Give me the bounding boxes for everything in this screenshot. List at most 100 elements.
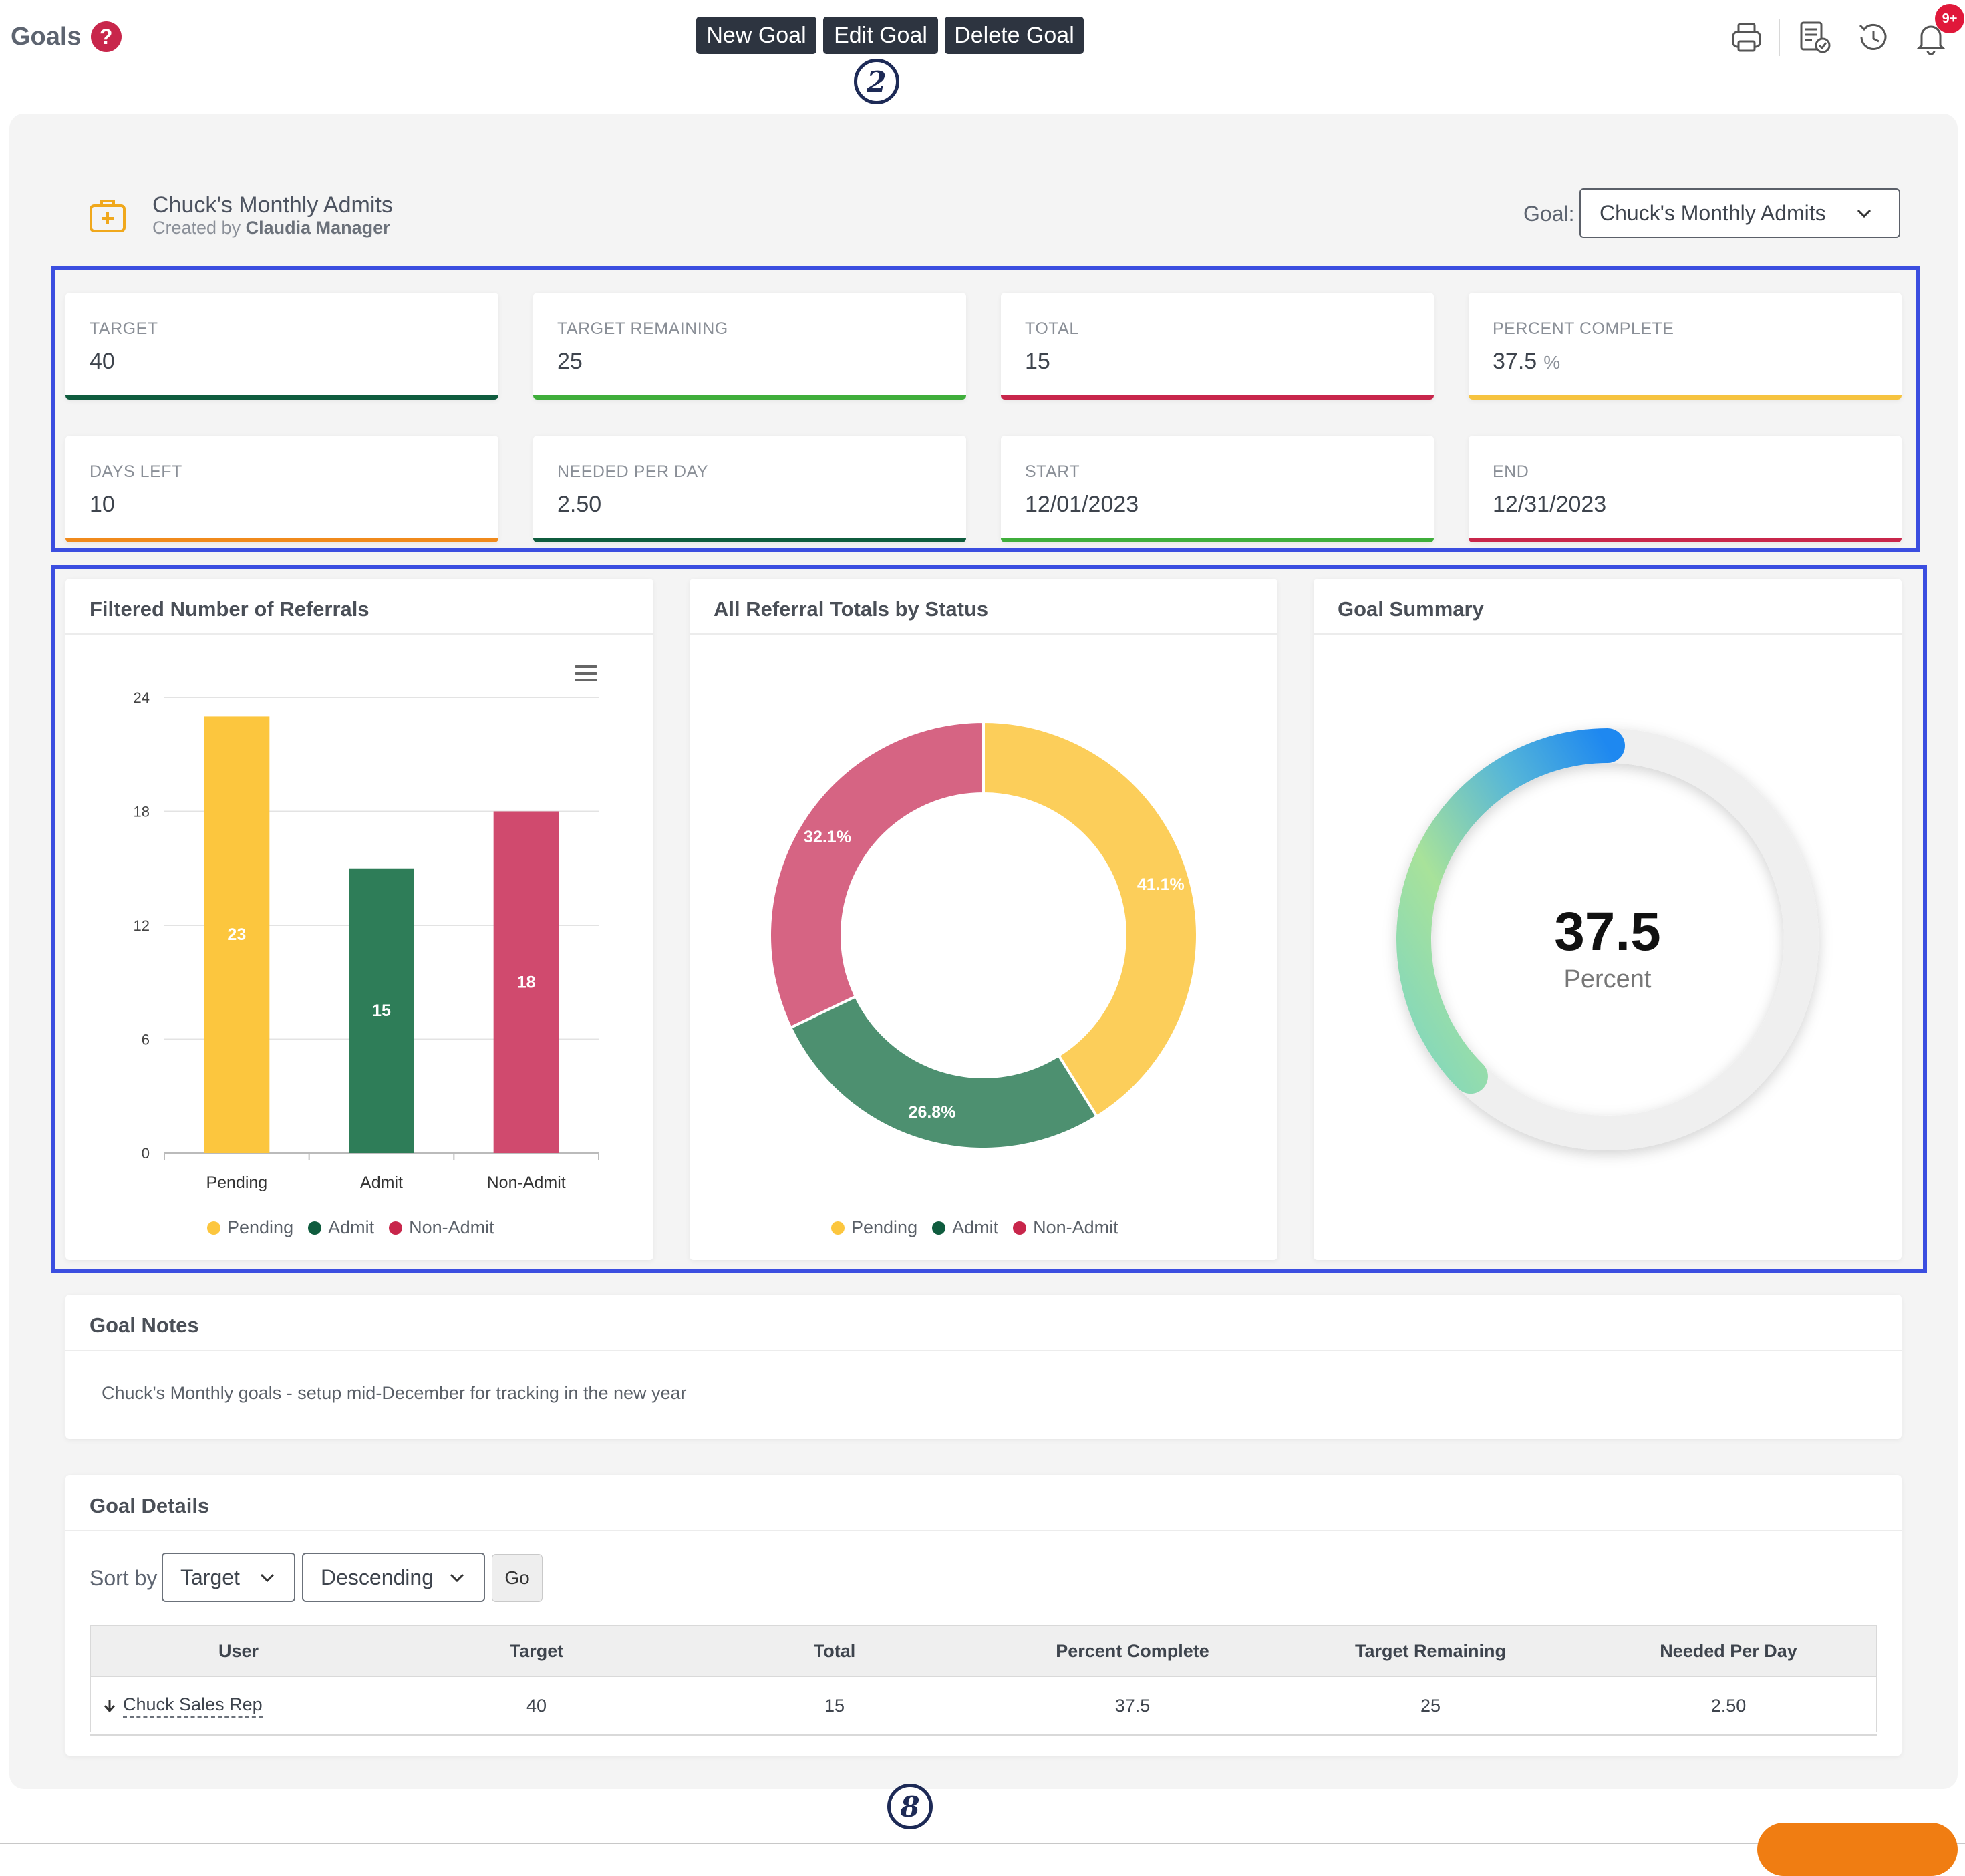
- gauge-value: 37.5: [1554, 901, 1661, 962]
- charts-highlight: [51, 565, 1927, 1273]
- sort-order-select[interactable]: Descending: [302, 1553, 485, 1602]
- legend-label: Admit: [328, 1217, 375, 1237]
- legend-dot: [308, 1221, 322, 1235]
- column-header-target-remaining[interactable]: Target Remaining: [1281, 1625, 1579, 1677]
- new-goal-button[interactable]: New Goal: [696, 17, 816, 54]
- chart-menu-icon[interactable]: [575, 665, 597, 681]
- column-header-user[interactable]: User: [90, 1625, 388, 1677]
- legend-item-pending[interactable]: Pending: [831, 1217, 917, 1238]
- legend-item-non-admit[interactable]: Non-Admit: [389, 1217, 494, 1238]
- table-cell-per-day: 2.50: [1579, 1677, 1877, 1736]
- table-cell-percent: 37.5: [984, 1677, 1281, 1736]
- bar-admit[interactable]: [349, 868, 414, 1153]
- page-title: Goals ?: [11, 21, 122, 52]
- stat-card: TARGET REMAINING 25: [533, 293, 966, 400]
- legend-item-non-admit[interactable]: Non-Admit: [1013, 1217, 1118, 1238]
- legend-dot: [831, 1221, 845, 1235]
- sort-field-select[interactable]: Target: [162, 1553, 295, 1602]
- goal-selector-label: Goal:: [1523, 202, 1575, 226]
- stat-card: END 12/31/2023: [1469, 436, 1902, 542]
- legend-item-admit[interactable]: Admit: [308, 1217, 374, 1238]
- legend-item-admit[interactable]: Admit: [932, 1217, 998, 1238]
- y-tick-label: 12: [134, 917, 150, 934]
- legend-dot: [1013, 1221, 1027, 1235]
- report-check-icon[interactable]: [1796, 19, 1833, 56]
- stat-number: 15: [1025, 349, 1050, 374]
- stat-value: 37.5%: [1493, 349, 1560, 375]
- column-header-total[interactable]: Total: [686, 1625, 984, 1677]
- stat-number: 2.50: [557, 492, 602, 517]
- stat-label: TOTAL: [1025, 319, 1079, 338]
- stat-number: 40: [90, 349, 115, 374]
- slice-admit[interactable]: [788, 994, 1099, 1150]
- column-header-target[interactable]: Target: [388, 1625, 686, 1677]
- stat-value: 40: [90, 349, 115, 375]
- help-chat-button[interactable]: [1757, 1823, 1958, 1876]
- slice-label: 32.1%: [804, 828, 851, 846]
- goal-details-title: Goal Details: [90, 1494, 210, 1517]
- delete-goal-button[interactable]: Delete Goal: [945, 17, 1084, 54]
- table-cell-total: 15: [686, 1677, 984, 1736]
- goal-notes-card: Goal Notes Chuck's Monthly goals - setup…: [65, 1295, 1902, 1439]
- stat-label: TARGET: [90, 319, 158, 338]
- bar-chart-card: Filtered Number of Referrals 0 6 12 18 24 23 P…: [65, 579, 653, 1260]
- bar-value-label: 23: [227, 925, 246, 944]
- stat-accent-bar: [1001, 538, 1434, 542]
- goal-notes-title: Goal Notes: [90, 1313, 199, 1337]
- history-icon[interactable]: [1855, 19, 1892, 56]
- bar-pending[interactable]: [204, 716, 270, 1153]
- go-button[interactable]: Go: [492, 1554, 543, 1602]
- bar-value-label: 18: [517, 973, 536, 991]
- donut-chart-legend: Pending Admit Non-Admit: [831, 1217, 1118, 1238]
- goal-creator: Claudia Manager: [245, 218, 390, 238]
- stat-value: 25: [557, 349, 583, 375]
- slice-pending[interactable]: [982, 720, 1199, 1119]
- bar-chart: 0 6 12 18 24 23 Pending 15 Admit 18 Non-Admit: [134, 665, 599, 1192]
- legend-label: Admit: [952, 1217, 999, 1237]
- gauge-progress: [1396, 728, 1625, 1094]
- card-divider: [1314, 633, 1902, 635]
- stat-accent-bar: [1001, 395, 1434, 400]
- stat-card: DAYS LEFT 10: [65, 436, 498, 542]
- x-tick-label: Non-Admit: [487, 1173, 566, 1192]
- edit-goal-button[interactable]: Edit Goal: [823, 17, 938, 54]
- stat-card: NEEDED PER DAY 2.50: [533, 436, 966, 542]
- slice-non-admit[interactable]: [768, 720, 985, 1030]
- stat-value: 15: [1025, 349, 1050, 375]
- goal-summary-card: Goal Summary 37.5 Percent: [1314, 579, 1902, 1260]
- bell-icon[interactable]: [1912, 19, 1950, 56]
- stat-number: 25: [557, 349, 583, 374]
- legend-label: Pending: [851, 1217, 918, 1237]
- help-icon[interactable]: ?: [90, 21, 122, 52]
- x-tick-label: Admit: [360, 1173, 403, 1192]
- stat-number: 10: [90, 492, 115, 517]
- briefcase-medical-icon: [90, 200, 126, 232]
- goal-details-table: User Target Total Percent Complete Targe…: [90, 1625, 1877, 1736]
- chevron-down-icon: [260, 1573, 275, 1583]
- stat-unit: %: [1543, 352, 1561, 373]
- stat-number: 37.5: [1493, 349, 1537, 374]
- legend-item-pending[interactable]: Pending: [207, 1217, 293, 1238]
- user-link[interactable]: Chuck Sales Rep: [123, 1694, 263, 1718]
- goal-select[interactable]: Chuck's Monthly Admits: [1579, 188, 1900, 238]
- stat-accent-bar: [1469, 395, 1902, 400]
- goal-notes-text: Chuck's Monthly goals - setup mid-Decemb…: [102, 1383, 687, 1403]
- card-divider: [65, 633, 653, 635]
- goal-select-value: Chuck's Monthly Admits: [1600, 200, 1826, 225]
- x-tick-label: Pending: [206, 1173, 267, 1192]
- chevron-down-icon: [1857, 209, 1871, 218]
- table-cell-remaining: 25: [1281, 1677, 1579, 1736]
- table-row: Chuck Sales Rep 40 15 37.5 25 2.50: [90, 1677, 1877, 1736]
- bar-non-admit[interactable]: [493, 811, 559, 1154]
- print-icon[interactable]: [1728, 19, 1765, 56]
- stat-card: TOTAL 15: [1001, 293, 1434, 400]
- goal-summary-title: Goal Summary: [1338, 597, 1484, 621]
- callout-2: 2: [854, 59, 899, 104]
- chevron-down-icon: [450, 1573, 464, 1583]
- stat-number: 12/31/2023: [1493, 492, 1607, 517]
- goal-gauge: 37.5 Percent: [1396, 728, 1819, 1150]
- arrow-down-icon[interactable]: [102, 1698, 118, 1714]
- column-header-needed-per-day[interactable]: Needed Per Day: [1579, 1625, 1877, 1677]
- donut-chart-card: All Referral Totals by Status 41.1% 26.8%…: [690, 579, 1277, 1260]
- column-header-percent-complete[interactable]: Percent Complete: [984, 1625, 1281, 1677]
